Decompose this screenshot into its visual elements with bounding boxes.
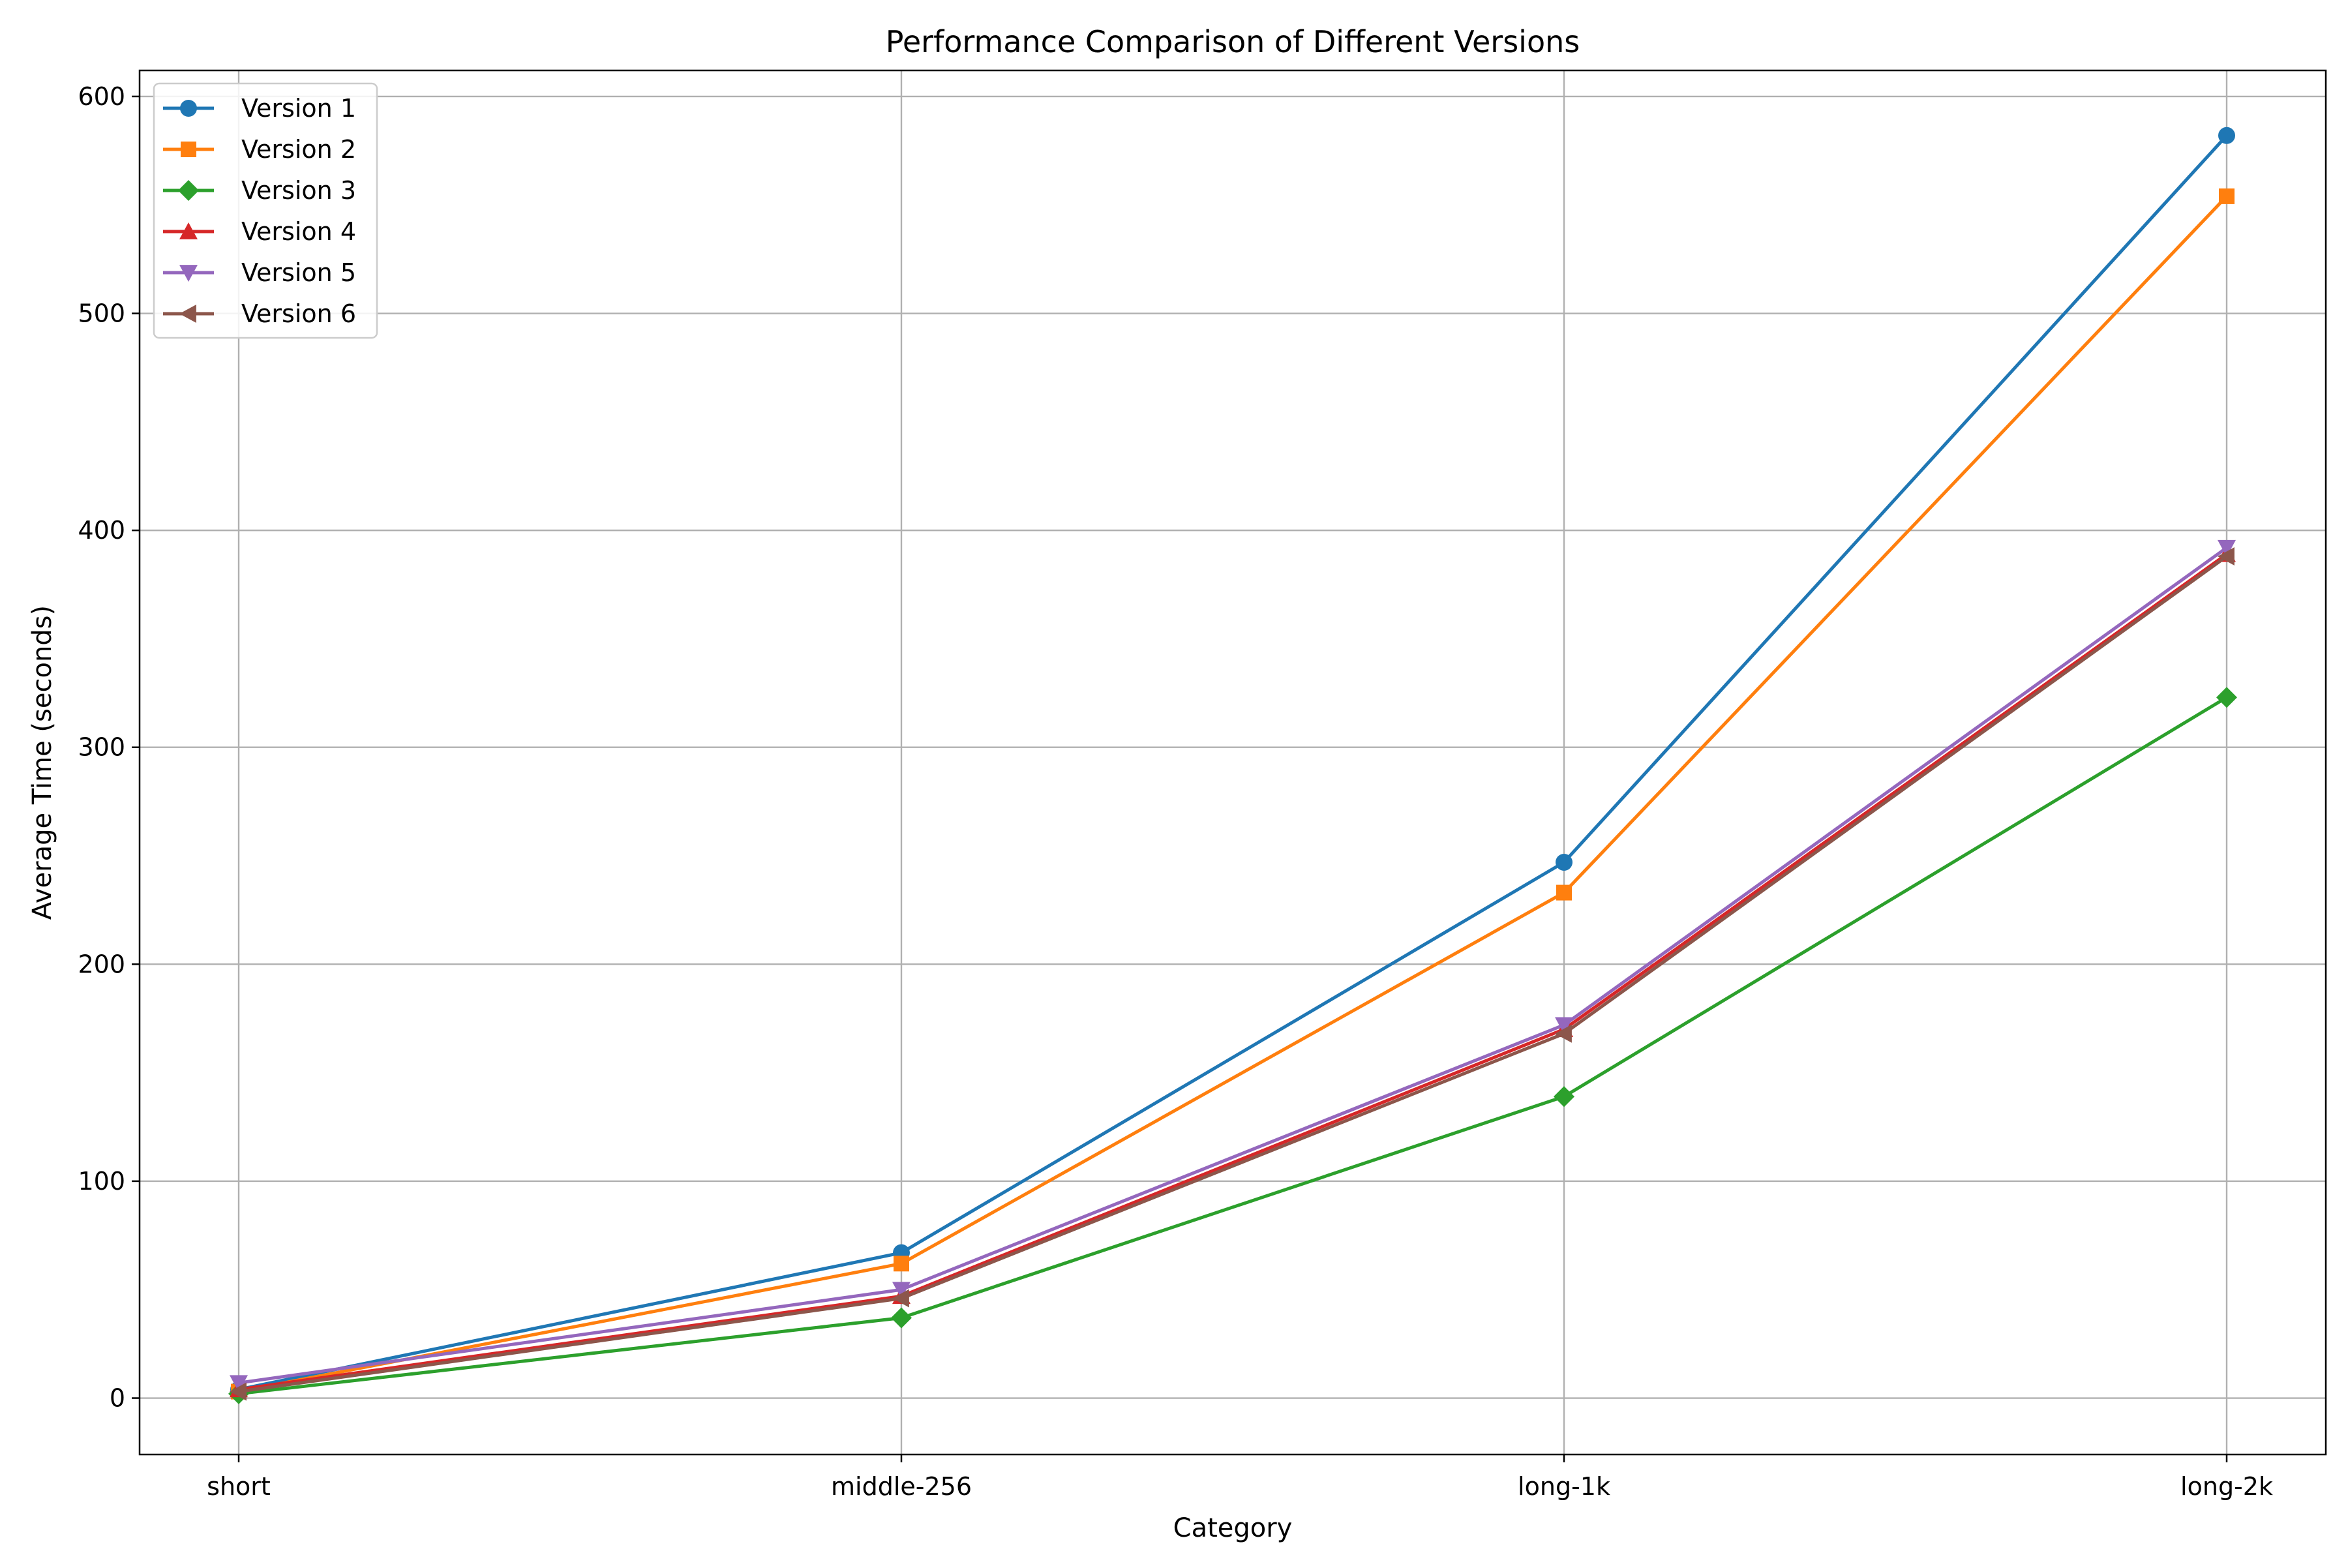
series-6 (230, 547, 2235, 1401)
y-tick-label: 600 (78, 82, 125, 111)
x-tick-label: long-1k (1518, 1472, 1610, 1501)
legend-label: Version 5 (241, 258, 356, 287)
ticks: short middle-256 long-1k long-2k 0 100 200 300 4… (78, 82, 2272, 1501)
y-tick-label: 400 (78, 516, 125, 545)
series-line (238, 546, 2228, 1385)
series-line (238, 195, 2228, 1394)
series-line (238, 554, 2228, 1394)
legend-label: Version 3 (241, 176, 356, 205)
data-point (2218, 539, 2236, 557)
x-tick-label: middle-256 (831, 1472, 972, 1501)
chart-title: Performance Comparison of Different Vers… (886, 24, 1580, 59)
legend-marker (178, 180, 199, 201)
x-axis-label: Category (1173, 1513, 1293, 1543)
legend-item: Version 3 (163, 176, 356, 205)
data-point (2216, 687, 2237, 708)
data-point (2218, 127, 2235, 144)
y-tick-label: 0 (110, 1384, 125, 1413)
data-point (230, 1382, 247, 1401)
series-line (238, 696, 2228, 1396)
data-point (894, 1256, 909, 1272)
legend-marker (179, 265, 198, 282)
y-axis-label: Average Time (seconds) (27, 605, 57, 920)
data-point (230, 1375, 248, 1393)
x-tick-label: short (207, 1472, 271, 1501)
data-point (892, 1282, 911, 1299)
y-tick-label: 500 (78, 299, 125, 328)
data-point (2219, 188, 2235, 204)
grid (140, 70, 2326, 1455)
axes-frame (138, 69, 2327, 1456)
y-tick-label: 200 (78, 950, 125, 978)
y-tick-label: 300 (78, 733, 125, 762)
legend-item: Version 1 (163, 94, 356, 123)
legend-marker (181, 142, 196, 157)
legend-label: Version 1 (241, 94, 356, 123)
series-5 (230, 539, 2236, 1393)
series-4 (230, 545, 2236, 1398)
data-point (1556, 853, 1573, 871)
legend-item: Version 2 (163, 135, 356, 164)
series-2 (231, 188, 2235, 1400)
data-point (1556, 884, 1572, 901)
legend: Version 1 Version 2 Version 3 Version 4 Vers… (153, 82, 378, 339)
legend-item: Version 5 (163, 258, 356, 287)
legend-item: Version 4 (163, 217, 356, 246)
x-tick-label: long-2k (2180, 1472, 2273, 1501)
data-point (892, 1289, 909, 1308)
legend-label: Version 2 (241, 135, 356, 164)
legend-marker (179, 222, 198, 239)
data-point (1554, 1086, 1574, 1108)
legend-label: Version 6 (241, 299, 356, 328)
data-point (2218, 547, 2235, 566)
series-layer (228, 127, 2237, 1404)
data-point (1555, 1017, 1573, 1034)
legend-marker (180, 100, 197, 117)
data-point (891, 1307, 912, 1329)
series-3 (228, 687, 2237, 1404)
series-line (238, 552, 2228, 1391)
legend-item: Version 6 (163, 299, 356, 328)
legend-label: Version 4 (241, 217, 356, 246)
series-line (238, 134, 2228, 1391)
data-point (1555, 1024, 1572, 1043)
legend-marker (179, 305, 196, 323)
y-tick-label: 100 (78, 1167, 125, 1196)
